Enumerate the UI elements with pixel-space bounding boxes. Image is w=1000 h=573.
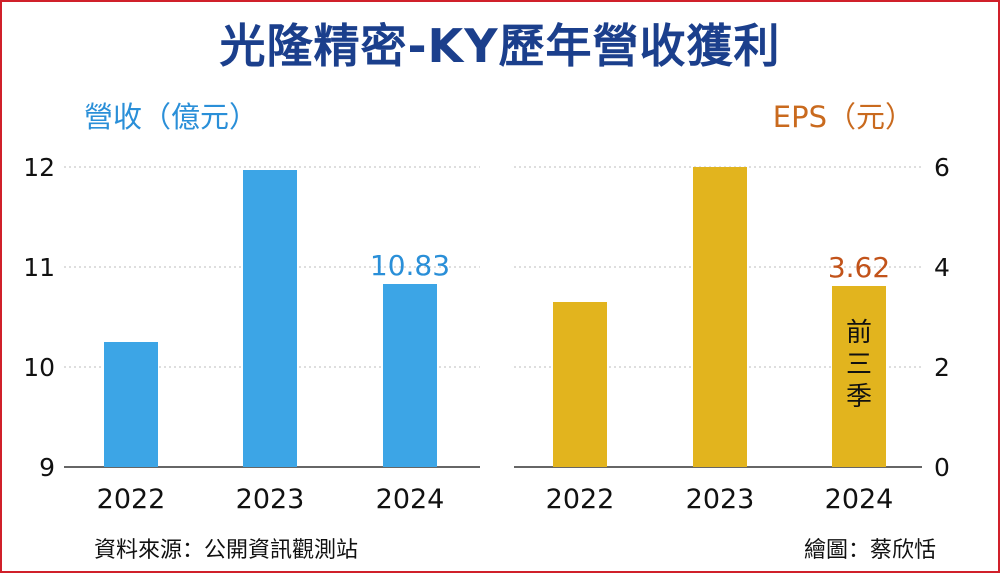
eps-bar-2024 xyxy=(832,286,886,467)
source-note: 資料來源：公開資訊觀測站 xyxy=(94,538,359,563)
revenue-tick-label: 11 xyxy=(23,253,55,282)
eps-tick-label: 0 xyxy=(934,453,950,482)
eps-data-label: 3.62 xyxy=(828,251,890,284)
eps-bar-2022 xyxy=(553,302,607,467)
eps-category-label: 2024 xyxy=(825,484,894,515)
eps-tick-label: 2 xyxy=(934,353,950,382)
eps-bar-2023 xyxy=(693,167,747,467)
eps-bar-note: 前三季 xyxy=(846,318,872,412)
eps-tick-label: 6 xyxy=(934,153,950,182)
revenue-tick-label: 9 xyxy=(39,453,55,482)
revenue-chart: 營收（億元） 9 10 11 12 2022 2023 2024 10.83 xyxy=(23,100,480,515)
revenue-tick-label: 12 xyxy=(23,153,55,182)
eps-category-label: 2022 xyxy=(546,484,615,515)
revenue-tick-label: 10 xyxy=(23,353,55,382)
eps-axis-label: EPS（元） xyxy=(773,100,914,134)
eps-chart: EPS（元） 0 2 4 6 2022 2023 2024 3.62 前三季 xyxy=(514,100,950,515)
revenue-bar-2023 xyxy=(243,170,297,467)
eps-category-label: 2023 xyxy=(686,484,755,515)
revenue-category-label: 2023 xyxy=(236,484,305,515)
eps-tick-label: 4 xyxy=(934,253,950,282)
revenue-axis-label: 營收（億元） xyxy=(84,100,258,134)
revenue-category-label: 2022 xyxy=(97,484,166,515)
chart-title: 光隆精密-KY歷年營收獲利 xyxy=(219,19,781,73)
revenue-bar-2024 xyxy=(383,284,437,467)
credit-note: 繪圖：蔡欣恬 xyxy=(803,538,936,563)
revenue-category-label: 2024 xyxy=(376,484,445,515)
revenue-bar-2022 xyxy=(104,342,158,467)
revenue-data-label: 10.83 xyxy=(370,249,450,282)
